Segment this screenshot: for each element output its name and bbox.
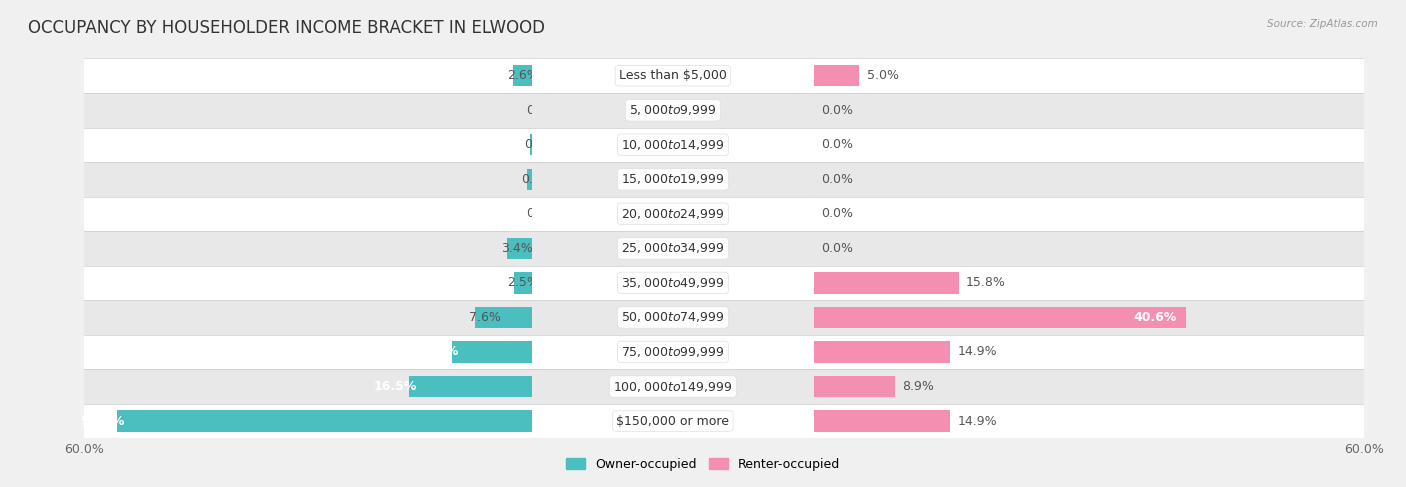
Bar — [84, 128, 531, 162]
Bar — [531, 231, 814, 265]
Bar — [84, 404, 531, 438]
Bar — [814, 300, 1364, 335]
Bar — [531, 300, 814, 335]
Bar — [814, 335, 1364, 369]
Text: 55.6%: 55.6% — [82, 414, 125, 428]
Text: 0.0%: 0.0% — [821, 207, 853, 220]
Bar — [814, 272, 959, 294]
Bar — [84, 162, 531, 197]
Bar — [530, 134, 531, 155]
Text: 14.9%: 14.9% — [957, 345, 997, 358]
Text: Source: ZipAtlas.com: Source: ZipAtlas.com — [1267, 19, 1378, 30]
Bar — [531, 58, 814, 93]
Bar — [84, 197, 531, 231]
Text: 3.4%: 3.4% — [501, 242, 533, 255]
Text: 0.7%: 0.7% — [522, 173, 553, 186]
Text: 0.31%: 0.31% — [524, 138, 564, 151]
Bar — [814, 307, 1185, 328]
Text: 40.6%: 40.6% — [1133, 311, 1177, 324]
Bar — [506, 238, 531, 259]
Bar — [531, 369, 814, 404]
Text: 14.9%: 14.9% — [957, 414, 997, 428]
Bar — [531, 93, 814, 128]
Text: 7.6%: 7.6% — [470, 311, 502, 324]
Text: $35,000 to $49,999: $35,000 to $49,999 — [621, 276, 724, 290]
Text: $15,000 to $19,999: $15,000 to $19,999 — [621, 172, 724, 187]
Bar — [814, 411, 950, 432]
Bar — [814, 376, 896, 397]
Bar — [84, 369, 531, 404]
Bar — [814, 404, 1364, 438]
Bar — [814, 197, 1364, 231]
Bar — [84, 231, 531, 265]
Text: 16.5%: 16.5% — [373, 380, 416, 393]
Bar — [513, 65, 531, 86]
Bar — [531, 197, 814, 231]
Text: 15.8%: 15.8% — [966, 277, 1005, 289]
Text: Less than $5,000: Less than $5,000 — [619, 69, 727, 82]
Bar — [527, 169, 531, 190]
Bar — [451, 341, 531, 363]
Bar — [531, 404, 814, 438]
Bar — [814, 65, 859, 86]
Bar — [409, 376, 531, 397]
Text: 10.8%: 10.8% — [416, 345, 458, 358]
Bar — [531, 335, 814, 369]
Text: 2.5%: 2.5% — [508, 277, 540, 289]
Text: $10,000 to $14,999: $10,000 to $14,999 — [621, 138, 724, 152]
Bar — [814, 93, 1364, 128]
Text: $5,000 to $9,999: $5,000 to $9,999 — [628, 103, 717, 117]
Text: $100,000 to $149,999: $100,000 to $149,999 — [613, 379, 733, 393]
Text: $50,000 to $74,999: $50,000 to $74,999 — [621, 310, 724, 324]
Bar — [814, 369, 1364, 404]
Text: 0.0%: 0.0% — [526, 104, 558, 117]
Bar — [531, 128, 814, 162]
Bar — [84, 58, 531, 93]
Bar — [84, 335, 531, 369]
Bar — [814, 265, 1364, 300]
Bar — [84, 93, 531, 128]
Bar — [814, 128, 1364, 162]
Bar — [84, 265, 531, 300]
Text: $150,000 or more: $150,000 or more — [616, 414, 730, 428]
Text: 0.0%: 0.0% — [821, 138, 853, 151]
Text: 0.0%: 0.0% — [821, 104, 853, 117]
Text: 0.0%: 0.0% — [821, 173, 853, 186]
Bar — [814, 231, 1364, 265]
Bar — [814, 341, 950, 363]
Text: $75,000 to $99,999: $75,000 to $99,999 — [621, 345, 724, 359]
Text: $20,000 to $24,999: $20,000 to $24,999 — [621, 207, 724, 221]
Bar — [531, 265, 814, 300]
Bar — [513, 272, 531, 294]
Text: $25,000 to $34,999: $25,000 to $34,999 — [621, 242, 724, 255]
Text: 8.9%: 8.9% — [903, 380, 935, 393]
Bar — [814, 58, 1364, 93]
Text: 0.0%: 0.0% — [526, 207, 558, 220]
Bar — [814, 162, 1364, 197]
Text: 5.0%: 5.0% — [868, 69, 898, 82]
Text: OCCUPANCY BY HOUSEHOLDER INCOME BRACKET IN ELWOOD: OCCUPANCY BY HOUSEHOLDER INCOME BRACKET … — [28, 19, 546, 37]
Bar — [475, 307, 531, 328]
Legend: Owner-occupied, Renter-occupied: Owner-occupied, Renter-occupied — [561, 453, 845, 476]
Bar — [117, 411, 531, 432]
Text: 0.0%: 0.0% — [821, 242, 853, 255]
Bar — [531, 162, 814, 197]
Text: 2.6%: 2.6% — [506, 69, 538, 82]
Bar — [84, 300, 531, 335]
